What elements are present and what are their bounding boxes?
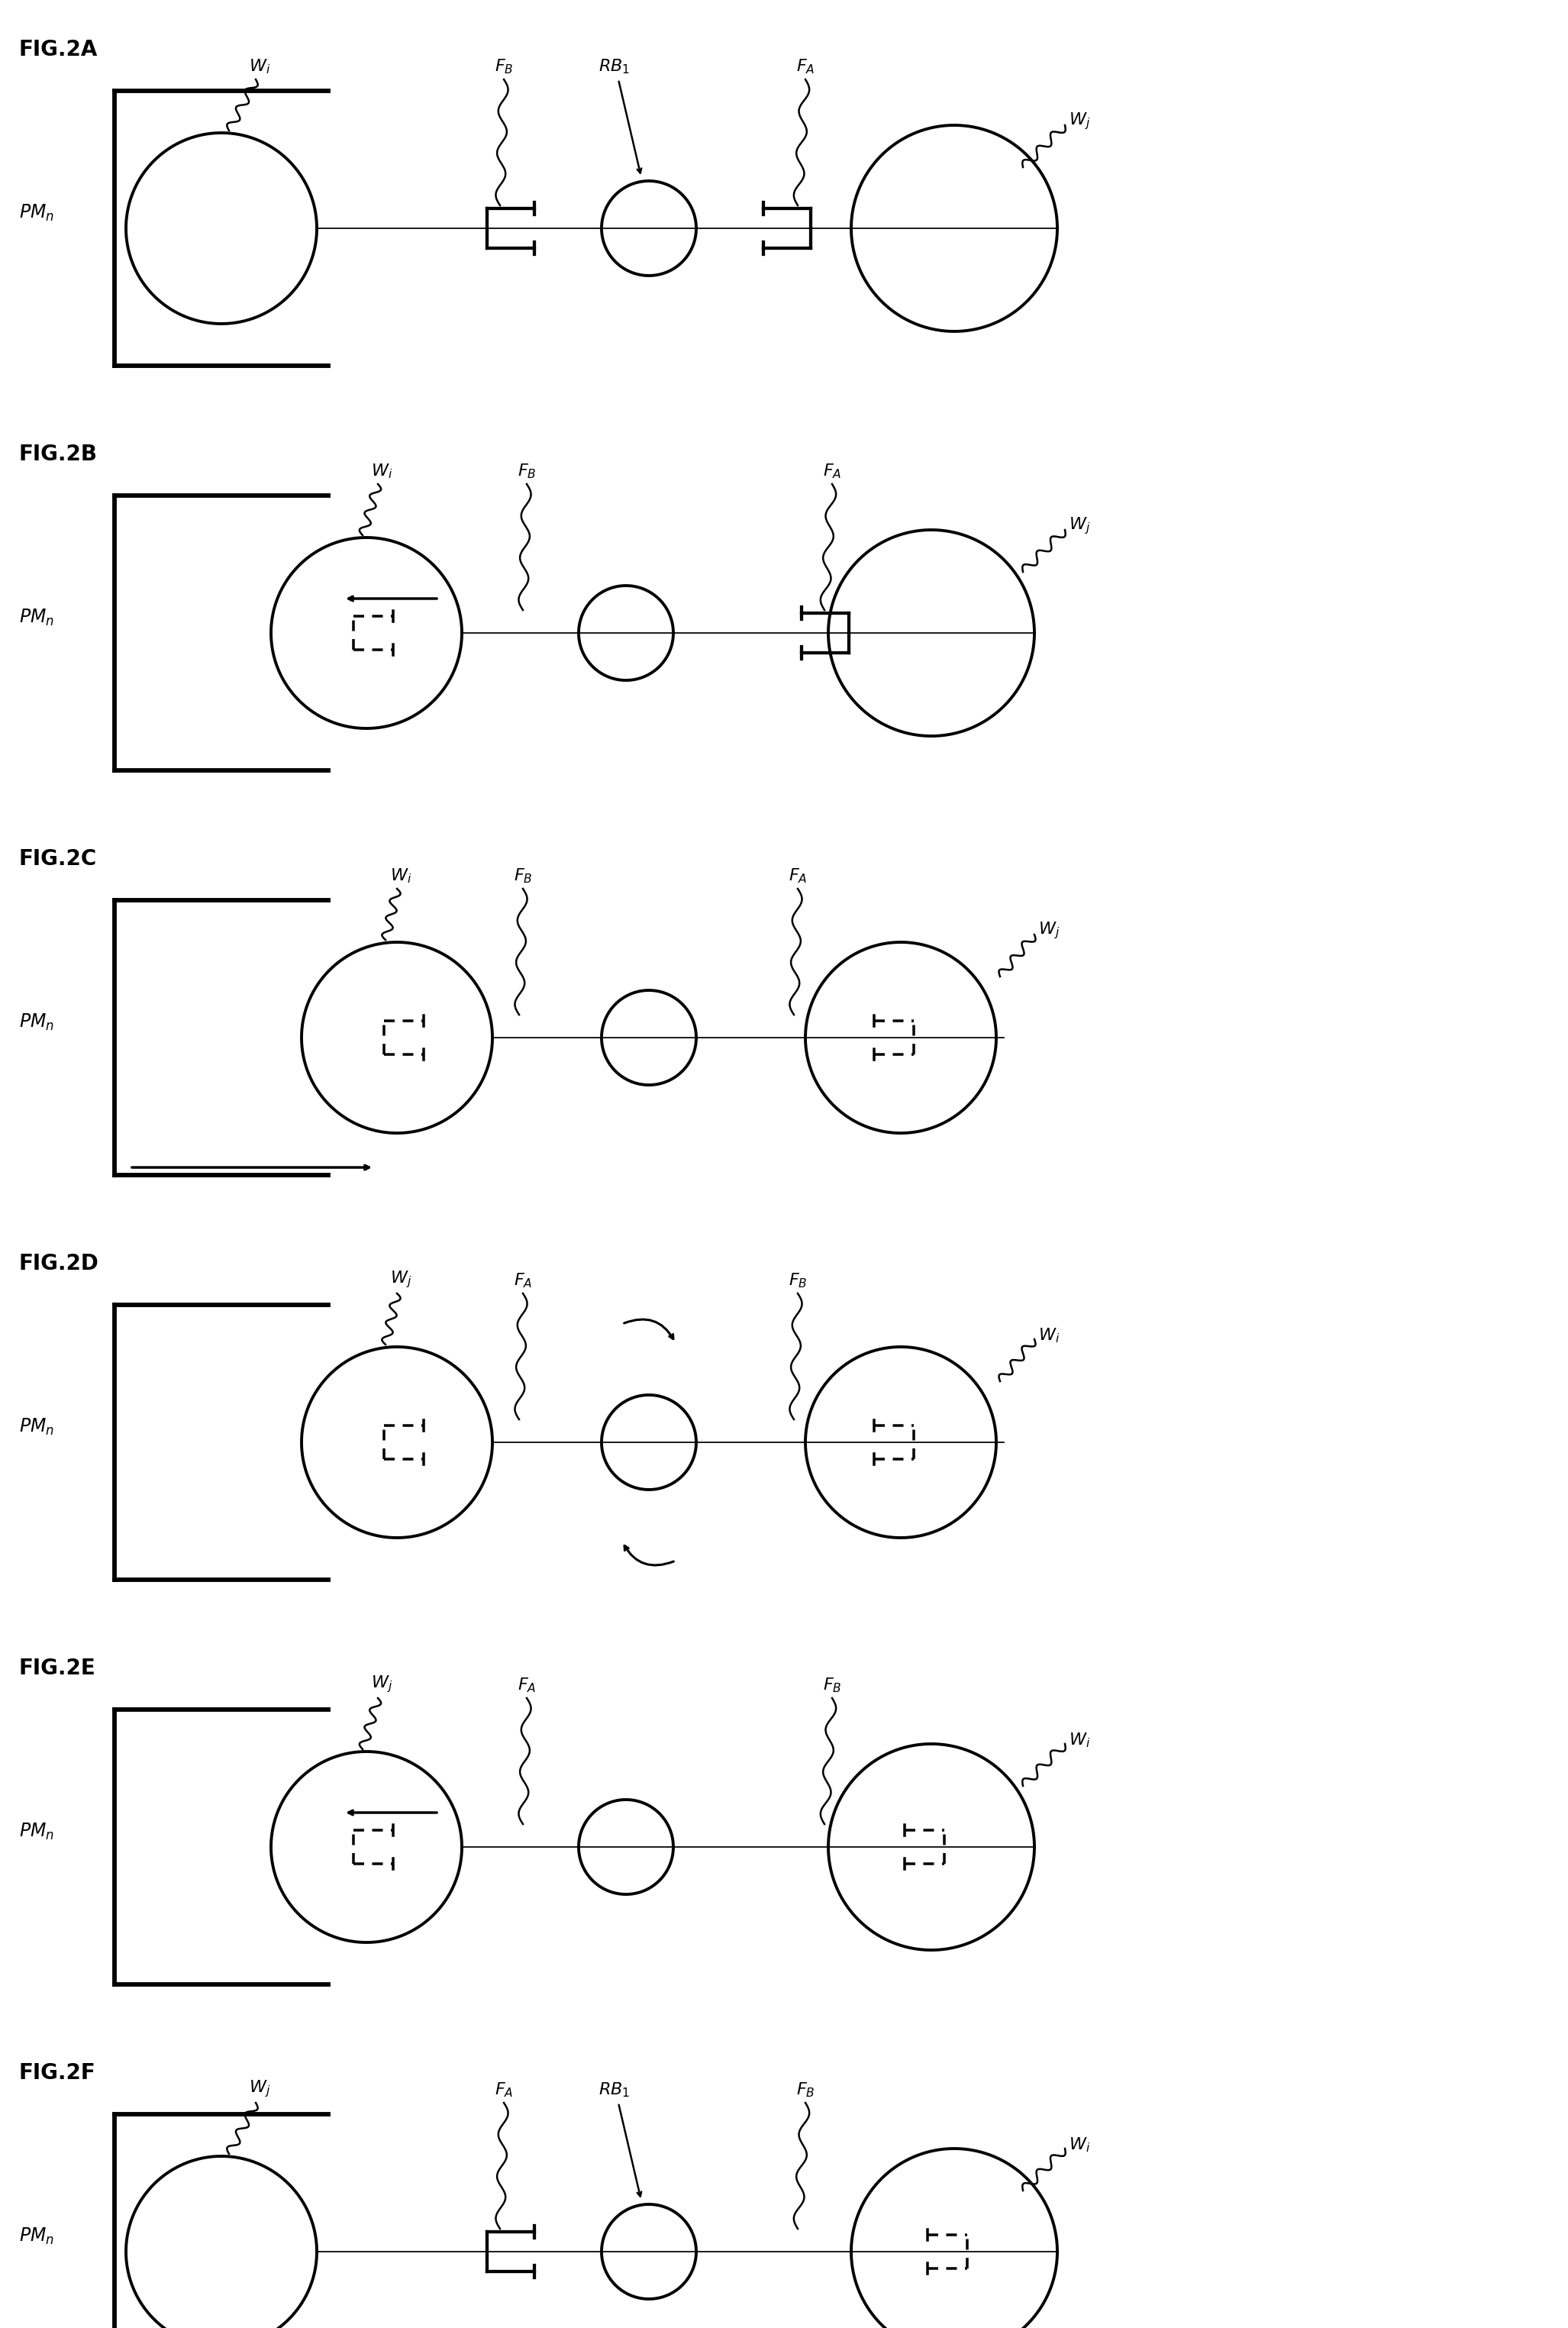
Text: $W_i$: $W_i$ [390,866,411,885]
Text: $W_j$: $W_j$ [390,1269,411,1290]
Text: $F_B$: $F_B$ [789,1271,808,1290]
Text: $F_A$: $F_A$ [789,866,808,885]
Text: $W_i$: $W_i$ [1069,2135,1090,2153]
Text: $W_j$: $W_j$ [1069,517,1090,535]
Text: $PM_n$: $PM_n$ [19,2226,55,2247]
Text: $F_B$: $F_B$ [494,58,513,74]
Text: $PM_n$: $PM_n$ [19,1418,55,1436]
Text: $F_A$: $F_A$ [517,1676,536,1695]
Text: $W_i$: $W_i$ [249,58,270,74]
Text: $F_A$: $F_A$ [514,1271,532,1290]
Text: $W_i$: $W_i$ [1038,1327,1060,1346]
Text: $W_j$: $W_j$ [249,2079,270,2100]
Text: $F_A$: $F_A$ [494,2081,513,2100]
Text: $RB_1$: $RB_1$ [599,2081,630,2100]
Text: FIG.2D: FIG.2D [19,1252,99,1273]
Text: $F_B$: $F_B$ [797,2081,815,2100]
Text: $W_i$: $W_i$ [372,463,392,480]
Text: $W_i$: $W_i$ [1069,1732,1090,1748]
Text: FIG.2B: FIG.2B [19,445,97,466]
Text: $W_j$: $W_j$ [372,1674,392,1695]
Text: FIG.2E: FIG.2E [19,1658,96,1678]
Text: $W_j$: $W_j$ [1038,920,1060,941]
Text: $F_A$: $F_A$ [797,58,815,74]
Text: $W_j$: $W_j$ [1069,112,1090,133]
Text: $RB_1$: $RB_1$ [599,58,630,74]
Text: FIG.2C: FIG.2C [19,847,97,871]
Text: $PM_n$: $PM_n$ [19,203,55,223]
Text: $PM_n$: $PM_n$ [19,1013,55,1031]
Text: FIG.2A: FIG.2A [19,40,97,61]
Text: $PM_n$: $PM_n$ [19,1823,55,1841]
Text: $F_A$: $F_A$ [823,463,842,480]
Text: $PM_n$: $PM_n$ [19,608,55,629]
Text: $F_B$: $F_B$ [823,1676,842,1695]
Text: $F_B$: $F_B$ [517,463,536,480]
Text: $F_B$: $F_B$ [514,866,532,885]
Text: FIG.2F: FIG.2F [19,2063,96,2084]
